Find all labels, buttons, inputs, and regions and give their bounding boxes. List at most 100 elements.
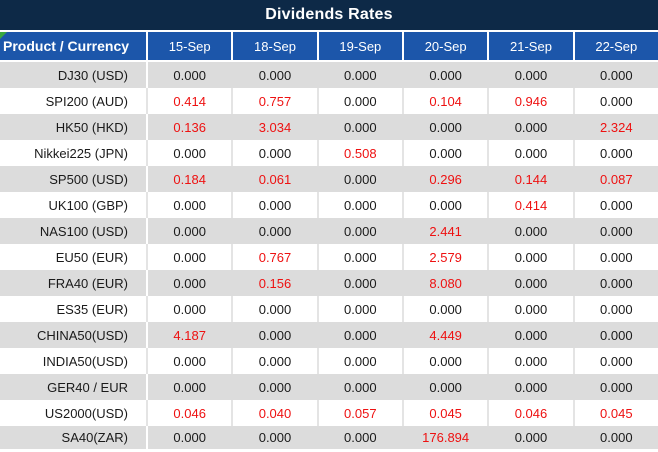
value-cell: 0.087 (600, 171, 633, 187)
value-cell: 0.000 (404, 348, 490, 374)
value-cell: 0.046 (489, 400, 575, 426)
value-cell: 0.040 (233, 400, 319, 426)
value-cell: 0.000 (319, 62, 404, 88)
page-title: Dividends Rates (265, 6, 393, 23)
value-cell: 0.000 (233, 296, 319, 322)
table-row: UK100 (GBP) 0.000 0.000 0.000 0.000 0.414 0.00… (0, 192, 658, 218)
product-cell: UK100 (GBP) (0, 192, 148, 218)
value-cell: 0.000 (600, 93, 633, 109)
header-row: Product / Currency 15-Sep 18-Sep 19-Sep 20-… (0, 32, 658, 62)
value-cell: 0.000 (148, 270, 234, 296)
product-cell: GER40 / EUR (0, 374, 148, 400)
table-row: DJ30 (USD) 0.000 0.000 0.000 0.000 0.000 0.000 (0, 62, 658, 88)
product-cell: Nikkei225 (JPN) (0, 140, 148, 166)
value-cell: 0.000 (489, 296, 575, 322)
product-cell: FRA40 (EUR) (0, 270, 148, 296)
value-cell: 0.000 (600, 327, 633, 343)
value-cell: 2.579 (404, 244, 490, 270)
product-cell: NAS100 (USD) (0, 218, 148, 244)
column-header-20-sep: 20-Sep (404, 32, 490, 60)
value-cell: 0.000 (404, 374, 490, 400)
value-cell: 0.000 (319, 348, 404, 374)
value-cell: 0.156 (233, 270, 319, 296)
value-cell: 0.000 (489, 62, 575, 88)
value-cell: 0.000 (489, 322, 575, 348)
value-cell: 2.441 (404, 218, 490, 244)
value-cell: 0.061 (233, 166, 319, 192)
value-cell: 0.000 (148, 244, 234, 270)
value-cell: 0.000 (319, 296, 404, 322)
value-cell: 0.000 (404, 114, 490, 140)
product-header-label: Product / Currency (3, 38, 130, 54)
value-cell: 0.000 (148, 426, 234, 449)
product-cell: SP500 (USD) (0, 166, 148, 192)
corner-marker-icon (0, 32, 7, 39)
value-cell: 0.757 (233, 88, 319, 114)
product-cell: SPI200 (AUD) (0, 88, 148, 114)
value-cell: 0.000 (489, 348, 575, 374)
value-cell: 0.000 (600, 379, 633, 395)
value-cell: 0.414 (148, 88, 234, 114)
value-cell: 0.000 (600, 67, 633, 83)
value-cell: 0.057 (319, 400, 404, 426)
value-cell: 0.000 (489, 114, 575, 140)
column-header-19-sep: 19-Sep (319, 32, 404, 60)
value-cell: 0.000 (148, 348, 234, 374)
value-cell: 0.045 (600, 405, 633, 421)
value-cell: 2.324 (600, 119, 633, 135)
value-cell: 0.000 (319, 88, 404, 114)
column-header-product-currency: Product / Currency (0, 32, 148, 60)
product-cell: US2000(USD) (0, 400, 148, 426)
table-row: SP500 (USD) 0.184 0.061 0.000 0.296 0.144 0.08… (0, 166, 658, 192)
product-cell: CHINA50(USD) (0, 322, 148, 348)
product-cell: EU50 (EUR) (0, 244, 148, 270)
column-header-18-sep: 18-Sep (233, 32, 319, 60)
value-cell: 0.508 (319, 140, 404, 166)
value-cell: 0.000 (319, 270, 404, 296)
value-cell: 0.000 (489, 270, 575, 296)
table-row: Nikkei225 (JPN) 0.000 0.000 0.508 0.000 0.000… (0, 140, 658, 166)
product-cell: DJ30 (USD) (0, 62, 148, 88)
table-row: CHINA50(USD) 4.187 0.000 0.000 4.449 0.000 0.0… (0, 322, 658, 348)
value-cell: 8.080 (404, 270, 490, 296)
value-cell: 0.000 (148, 140, 234, 166)
value-cell: 0.144 (489, 166, 575, 192)
value-cell: 0.000 (489, 218, 575, 244)
value-cell: 0.000 (233, 426, 319, 449)
table-row: GER40 / EUR 0.000 0.000 0.000 0.000 0.000 0.00… (0, 374, 658, 400)
value-cell: 0.000 (404, 296, 490, 322)
product-cell: INDIA50(USD) (0, 348, 148, 374)
table-row: ES35 (EUR) 0.000 0.000 0.000 0.000 0.000 0.000 (0, 296, 658, 322)
value-cell: 0.000 (600, 249, 633, 265)
value-cell: 0.104 (404, 88, 490, 114)
value-cell: 0.000 (319, 374, 404, 400)
value-cell: 0.414 (489, 192, 575, 218)
value-cell: 0.000 (489, 426, 575, 449)
table-row: HK50 (HKD) 0.136 3.034 0.000 0.000 0.000 2.324 (0, 114, 658, 140)
table-body: DJ30 (USD) 0.000 0.000 0.000 0.000 0.000 0.000… (0, 62, 658, 452)
value-cell: 176.894 (404, 426, 490, 449)
value-cell: 0.045 (404, 400, 490, 426)
value-cell: 0.767 (233, 244, 319, 270)
value-cell: 0.000 (319, 114, 404, 140)
value-cell: 0.000 (319, 322, 404, 348)
column-header-15-sep: 15-Sep (148, 32, 234, 60)
value-cell: 0.000 (148, 192, 234, 218)
value-cell: 0.000 (404, 140, 490, 166)
value-cell: 0.000 (233, 218, 319, 244)
value-cell: 0.000 (233, 348, 319, 374)
value-cell: 0.000 (600, 223, 633, 239)
value-cell: 0.946 (489, 88, 575, 114)
value-cell: 0.000 (319, 244, 404, 270)
value-cell: 0.000 (600, 275, 633, 291)
value-cell: 0.000 (233, 322, 319, 348)
product-cell: SA40(ZAR) (0, 426, 148, 449)
column-header-21-sep: 21-Sep (489, 32, 575, 60)
value-cell: 0.000 (489, 374, 575, 400)
value-cell: 0.000 (148, 296, 234, 322)
column-header-22-sep: 22-Sep (595, 38, 638, 54)
table-row: SPI200 (AUD) 0.414 0.757 0.000 0.104 0.946 0.0… (0, 88, 658, 114)
value-cell: 0.000 (319, 166, 404, 192)
table-row: INDIA50(USD) 0.000 0.000 0.000 0.000 0.000 0.0… (0, 348, 658, 374)
